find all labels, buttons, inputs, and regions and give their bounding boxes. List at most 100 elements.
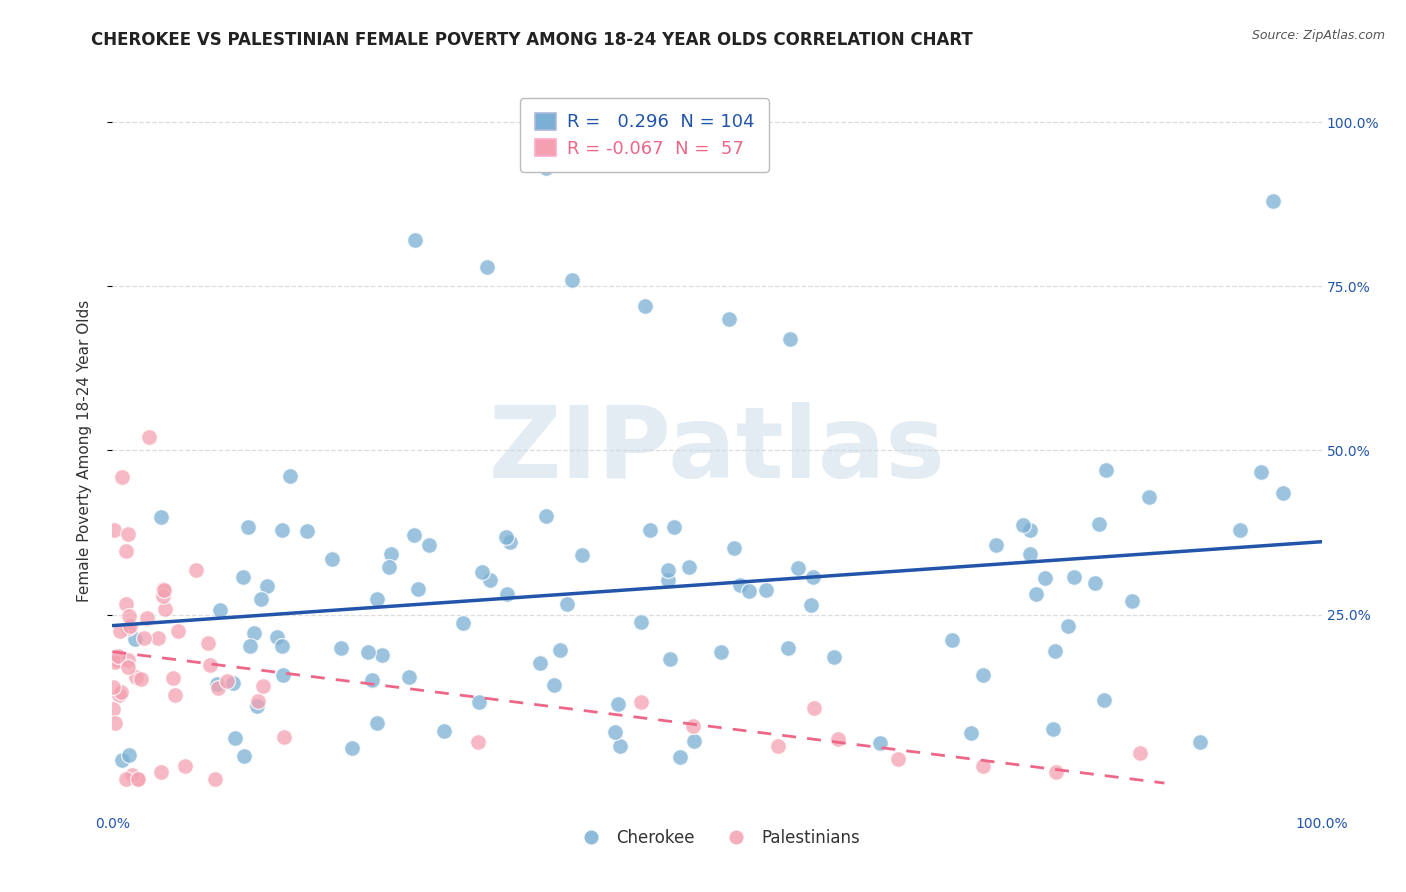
Point: [960, 726, 983, 740]
Point: [467, 735, 489, 749]
Legend: Cherokee, Palestinians: Cherokee, Palestinians: [568, 822, 866, 854]
Point: [271, 523, 294, 537]
Point: [129, 672, 152, 686]
Point: [152, 582, 174, 597]
Point: [340, 740, 363, 755]
Point: [108, 624, 131, 639]
Point: [418, 538, 440, 552]
Point: [471, 565, 494, 579]
Point: [108, 689, 131, 703]
Point: [204, 772, 226, 786]
Point: [1019, 523, 1042, 537]
Point: [1063, 569, 1085, 583]
Point: [496, 587, 519, 601]
Point: [1121, 594, 1143, 608]
Point: [246, 698, 269, 713]
Text: Source: ZipAtlas.com: Source: ZipAtlas.com: [1251, 29, 1385, 42]
Point: [398, 670, 420, 684]
Point: [250, 592, 273, 607]
Point: [529, 657, 551, 671]
Point: [1019, 547, 1042, 561]
Point: [1088, 516, 1111, 531]
Point: [256, 579, 278, 593]
Point: [115, 772, 138, 786]
Point: [205, 677, 228, 691]
Point: [1045, 765, 1067, 780]
Point: [543, 677, 565, 691]
Point: [117, 660, 139, 674]
Point: [1263, 194, 1285, 208]
Point: [162, 671, 184, 685]
Point: [148, 631, 170, 645]
Point: [402, 528, 425, 542]
Point: [222, 676, 245, 690]
Point: [755, 582, 778, 597]
Point: [404, 233, 426, 247]
Point: [217, 674, 239, 689]
Point: [163, 688, 186, 702]
Point: [208, 603, 231, 617]
Point: [603, 725, 626, 739]
Point: [239, 640, 262, 654]
Point: [380, 547, 402, 561]
Point: [278, 469, 301, 483]
Point: [1042, 722, 1064, 736]
Point: [132, 632, 155, 646]
Point: [787, 560, 810, 574]
Point: [118, 609, 141, 624]
Point: [630, 695, 652, 709]
Point: [149, 765, 172, 780]
Point: [657, 563, 679, 577]
Point: [499, 535, 522, 549]
Point: [683, 734, 706, 748]
Point: [479, 573, 502, 587]
Point: [125, 772, 148, 786]
Point: [125, 670, 148, 684]
Point: [723, 541, 745, 555]
Point: [107, 648, 129, 663]
Point: [800, 598, 823, 612]
Point: [630, 615, 652, 629]
Point: [776, 641, 799, 656]
Point: [266, 630, 288, 644]
Point: [738, 584, 761, 599]
Point: [103, 523, 125, 537]
Point: [662, 519, 685, 533]
Point: [433, 723, 456, 738]
Point: [1025, 587, 1047, 601]
Point: [495, 529, 517, 543]
Point: [120, 619, 142, 633]
Point: [477, 260, 499, 274]
Point: [371, 648, 394, 662]
Point: [252, 679, 274, 693]
Point: [138, 430, 160, 444]
Point: [730, 578, 752, 592]
Point: [321, 552, 343, 566]
Point: [110, 685, 132, 699]
Point: [198, 657, 221, 672]
Point: [1033, 571, 1056, 585]
Point: [718, 312, 741, 326]
Point: [1129, 746, 1152, 760]
Point: [468, 695, 491, 709]
Point: [273, 730, 295, 744]
Point: [117, 653, 139, 667]
Point: [1137, 490, 1160, 504]
Point: [243, 626, 266, 640]
Point: [986, 538, 1008, 552]
Point: [135, 611, 157, 625]
Point: [801, 570, 824, 584]
Point: [534, 161, 557, 175]
Point: [453, 616, 475, 631]
Point: [166, 624, 188, 639]
Point: [271, 639, 294, 653]
Point: [659, 652, 682, 666]
Point: [111, 469, 134, 483]
Point: [1229, 524, 1251, 538]
Point: [101, 701, 124, 715]
Point: [678, 560, 700, 574]
Point: [115, 544, 138, 558]
Point: [657, 574, 679, 588]
Point: [197, 635, 219, 649]
Point: [114, 597, 136, 611]
